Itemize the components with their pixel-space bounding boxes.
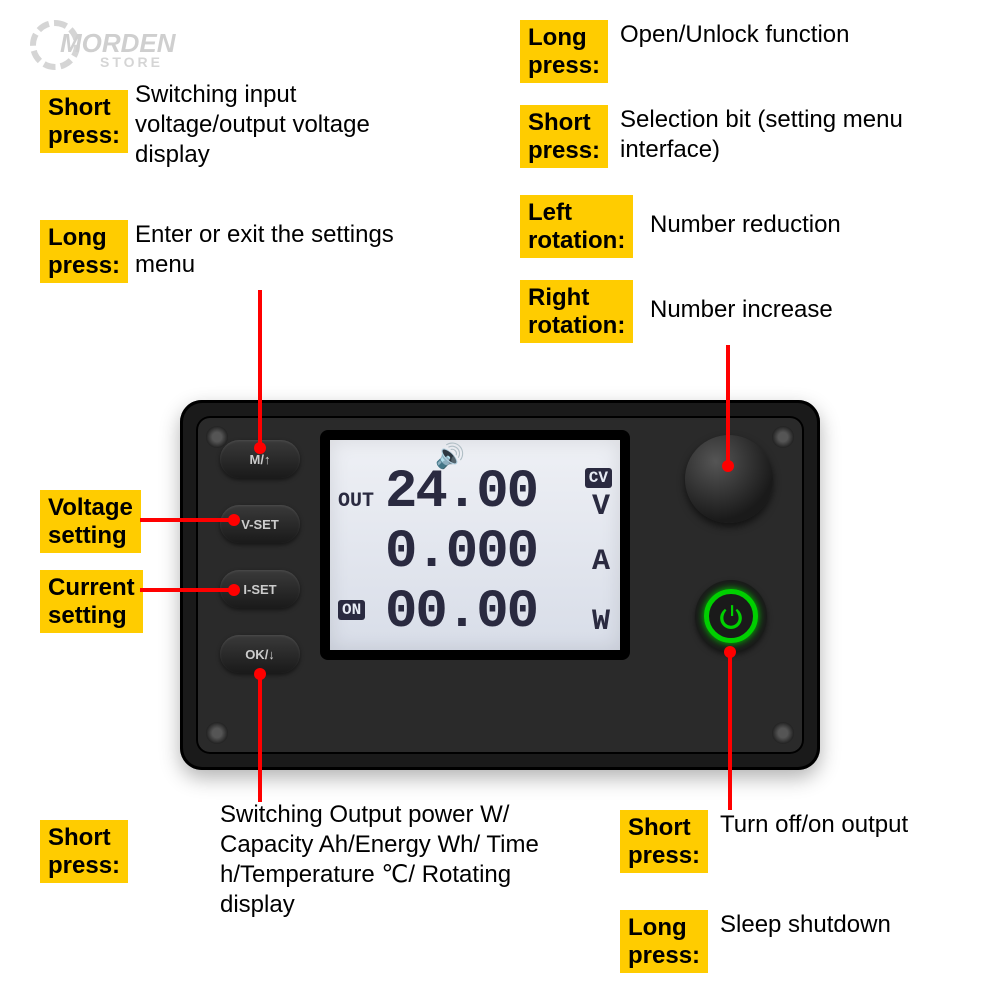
tag-current-setting: Current setting: [40, 570, 143, 633]
lcd-out-label: OUT: [338, 490, 374, 513]
logo-text-2: STORE: [100, 54, 163, 70]
desc-m-short: Switching input voltage/output voltage d…: [135, 80, 415, 170]
pointer-dot: [254, 442, 266, 454]
pointer: [726, 345, 730, 465]
lcd-display: 🔊 OUT CV ON 24.00 V 0.000 A 00.00 W: [320, 430, 630, 660]
lcd-power: 00.00: [385, 582, 537, 643]
desc-m-long: Enter or exit the settings menu: [135, 220, 395, 280]
pointer-dot: [228, 584, 240, 596]
desc-knob-right: Number increase: [650, 295, 950, 325]
lcd-on-badge: ON: [338, 600, 365, 620]
lcd-current-unit: A: [592, 545, 610, 579]
pointer: [140, 518, 230, 522]
desc-knob-long: Open/Unlock function: [620, 20, 920, 50]
lcd-current: 0.000: [385, 522, 537, 583]
desc-knob-short: Selection bit (setting menu interface): [620, 105, 960, 165]
pointer-dot: [228, 514, 240, 526]
tag-m-short: Short press:: [40, 90, 128, 153]
pointer: [140, 588, 230, 592]
tag-voltage-setting: Voltage setting: [40, 490, 141, 553]
tag-m-long: Long press:: [40, 220, 128, 283]
tag-knob-long: Long press:: [520, 20, 608, 83]
pointer-dot: [722, 460, 734, 472]
desc-power-long: Sleep shutdown: [720, 910, 940, 940]
tag-knob-right: Right rotation:: [520, 280, 633, 343]
power-icon: [704, 589, 758, 643]
lcd-voltage-unit: V: [592, 490, 610, 524]
tag-knob-short: Short press:: [520, 105, 608, 168]
desc-knob-left: Number reduction: [650, 210, 950, 240]
lcd-voltage: 24.00: [385, 462, 537, 523]
lcd-power-unit: W: [592, 605, 610, 639]
tag-power-short: Short press:: [620, 810, 708, 873]
lcd-cv-badge: CV: [585, 468, 612, 488]
desc-ok-short: Switching Output power W/ Capacity Ah/En…: [220, 800, 570, 920]
pointer: [258, 672, 262, 802]
desc-power-short: Turn off/on output: [720, 810, 940, 840]
tag-ok-short: Short press:: [40, 820, 128, 883]
pointer-dot: [724, 646, 736, 658]
pointer: [728, 650, 732, 810]
pointer: [258, 290, 262, 445]
pointer-dot: [254, 668, 266, 680]
tag-knob-left: Left rotation:: [520, 195, 633, 258]
tag-power-long: Long press:: [620, 910, 708, 973]
power-button[interactable]: [695, 580, 767, 652]
